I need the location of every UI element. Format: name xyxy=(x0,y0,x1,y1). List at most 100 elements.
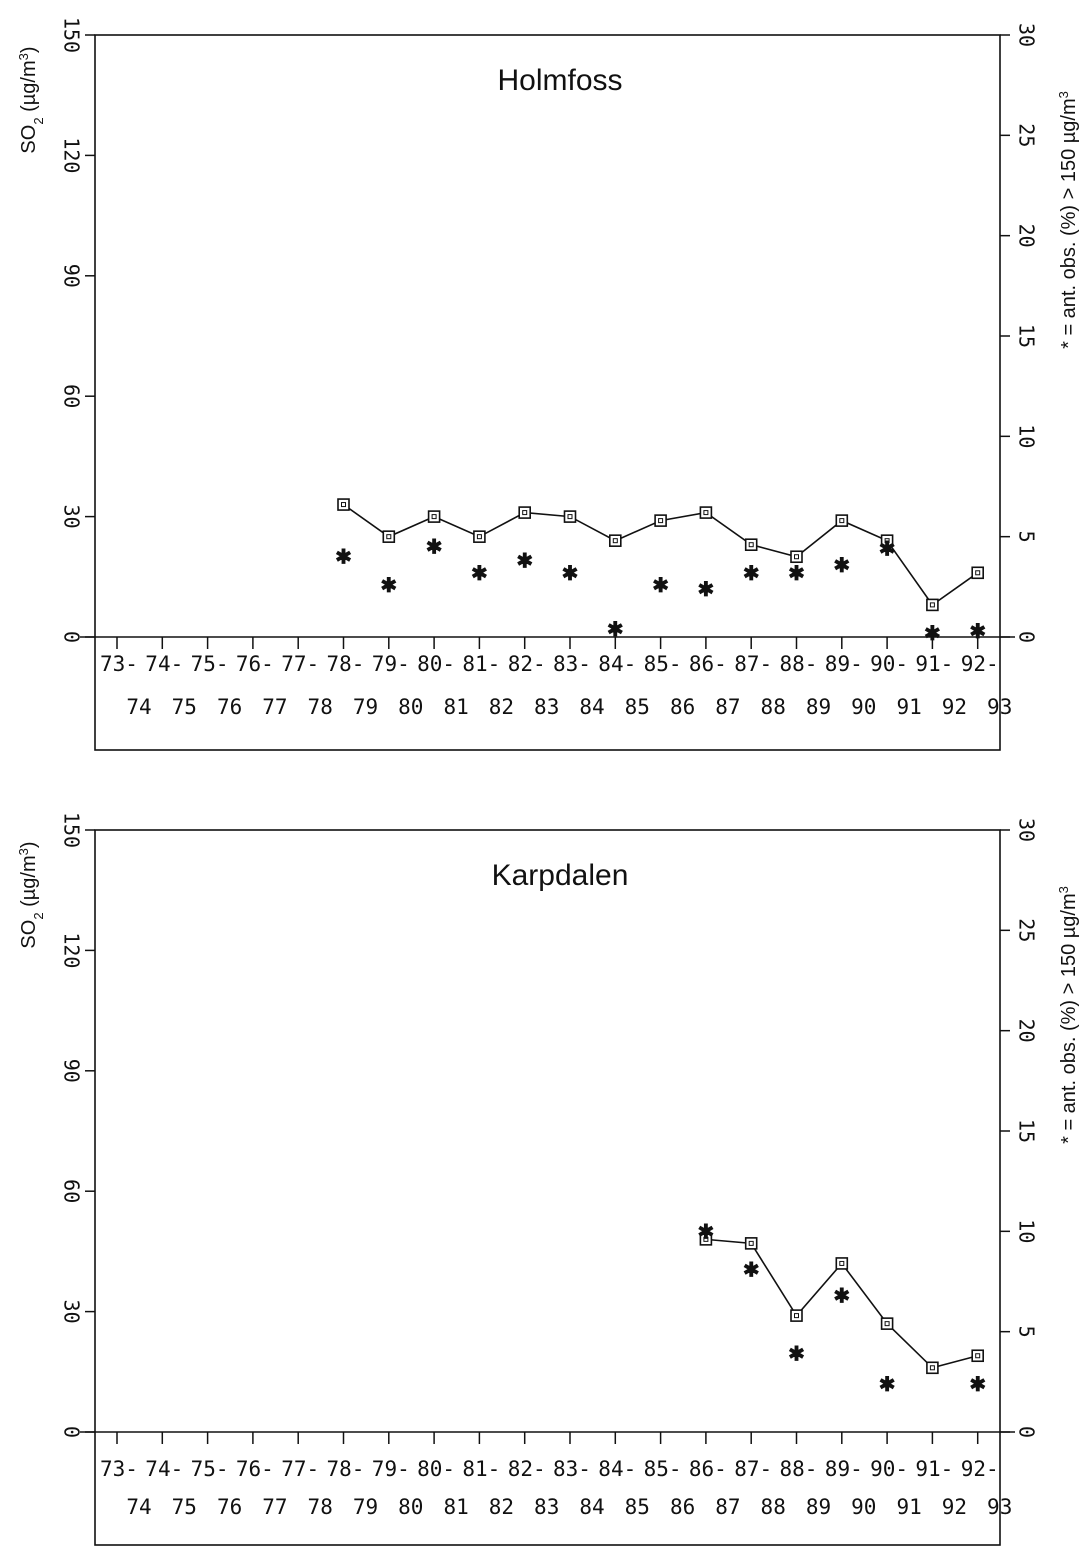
x-tick-label-top: 77- xyxy=(281,1457,319,1481)
so2-point-marker-inner xyxy=(612,538,618,544)
exceedance-star-marker: ✱ xyxy=(833,1286,850,1308)
y2-tick-label: 20 xyxy=(1015,224,1039,248)
y-tick-label: 30 xyxy=(60,505,84,529)
so2-point-marker-inner xyxy=(884,1321,890,1327)
x-tick-label-bottom: 78 xyxy=(308,1495,333,1519)
so2-point-marker-inner xyxy=(658,518,664,524)
x-tick-label-top: 86- xyxy=(689,652,727,676)
x-tick-label-bottom: 77 xyxy=(262,1495,287,1519)
so2-point-marker-inner xyxy=(567,514,573,520)
x-tick-label-bottom: 90 xyxy=(851,1495,876,1519)
so2-point-marker-inner xyxy=(522,510,528,516)
so2-point-marker xyxy=(563,510,577,523)
so2-point-marker xyxy=(699,506,713,519)
x-tick-label-bottom: 86 xyxy=(670,695,695,719)
x-tick-label-top: 76- xyxy=(236,652,274,676)
so2-point-marker xyxy=(744,538,758,551)
x-tick-label-bottom: 81 xyxy=(443,1495,468,1519)
x-tick-label-top: 78- xyxy=(327,1457,365,1481)
x-tick-label-top: 80- xyxy=(417,652,455,676)
y2-tick-label: 30 xyxy=(1015,818,1039,842)
x-tick-label-top: 83- xyxy=(553,1457,591,1481)
so2-point-marker xyxy=(926,1361,939,1375)
x-tick-label-top: 84- xyxy=(598,1457,636,1481)
so2-point-marker xyxy=(880,534,894,547)
y-tick-label: 120 xyxy=(60,932,84,968)
so2-point-marker-inner xyxy=(839,518,845,524)
x-tick-label-top: 88- xyxy=(780,652,818,676)
x-tick-label-top: 87- xyxy=(734,1457,772,1481)
x-tick-label-bottom: 76 xyxy=(217,695,242,719)
x-tick-label-bottom: 80 xyxy=(398,695,423,719)
x-tick-label-bottom: 74 xyxy=(126,1495,151,1519)
x-tick-label-bottom: 93 xyxy=(987,695,1012,719)
so2-point-marker-inner xyxy=(748,542,754,548)
x-tick-label-bottom: 83 xyxy=(534,1495,559,1519)
x-tick-label-bottom: 87 xyxy=(715,695,740,719)
y-tick-label: 150 xyxy=(60,812,84,848)
exceedance-star-marker: ✱ xyxy=(426,537,443,559)
x-tick-label-bottom: 79 xyxy=(353,1495,378,1519)
y2-tick-label: 15 xyxy=(1015,1119,1039,1143)
x-tick-label-top: 79- xyxy=(372,652,410,676)
exceedance-star-marker: ✱ xyxy=(652,575,669,597)
y2-tick-label: 0 xyxy=(1015,1426,1039,1438)
so2-point-marker xyxy=(790,550,803,564)
x-tick-label-bottom: 89 xyxy=(806,1495,831,1519)
x-tick-label-bottom: 75 xyxy=(172,695,197,719)
x-tick-label-bottom: 82 xyxy=(489,1495,514,1519)
exceedance-star-marker: ✱ xyxy=(516,551,533,573)
so2-point-marker xyxy=(880,1317,894,1330)
chart-title: Holmfoss xyxy=(497,64,622,97)
x-tick-label-top: 81- xyxy=(462,652,500,676)
exceedance-star-marker: ✱ xyxy=(879,1374,896,1396)
so2-point-marker xyxy=(835,1257,849,1270)
exceedance-star-marker: ✱ xyxy=(788,563,805,585)
x-tick-label-top: 78- xyxy=(327,652,365,676)
x-tick-label-top: 73- xyxy=(100,652,138,676)
so2-point-marker xyxy=(744,1237,758,1250)
x-tick-label-top: 82- xyxy=(508,1457,546,1481)
y-tick-label: 60 xyxy=(60,384,84,408)
so2-point-marker-inner xyxy=(975,570,981,576)
so2-point-marker-inner xyxy=(794,1313,799,1319)
x-tick-label-bottom: 88 xyxy=(761,1495,786,1519)
plot-frame xyxy=(94,829,1001,1546)
so2-point-marker-inner xyxy=(975,1353,981,1359)
so2-point-marker-inner xyxy=(703,1236,709,1242)
x-tick-label-top: 74- xyxy=(145,1457,183,1481)
y-tick-label: 120 xyxy=(60,137,84,173)
y2-tick-label: 0 xyxy=(1015,631,1039,643)
so2-point-marker xyxy=(518,506,532,519)
so2-point-marker-inner xyxy=(929,602,935,608)
exceedance-star-marker: ✱ xyxy=(698,1221,715,1243)
x-tick-label-top: 80- xyxy=(417,1457,455,1481)
x-tick-label-top: 79- xyxy=(372,1457,410,1481)
x-tick-label-bottom: 90 xyxy=(851,695,876,719)
x-tick-label-top: 81- xyxy=(462,1457,500,1481)
x-tick-label-bottom: 92 xyxy=(942,1495,967,1519)
exceedance-star-marker: ✱ xyxy=(924,623,941,645)
x-tick-label-bottom: 83 xyxy=(534,695,559,719)
x-tick-label-bottom: 78 xyxy=(308,695,333,719)
y-axis-title: SO2 (µg/m3) xyxy=(16,46,46,153)
x-tick-label-bottom: 75 xyxy=(172,1495,197,1519)
exceedance-star-marker: ✱ xyxy=(471,563,488,585)
x-tick-label-top: 88- xyxy=(780,1457,818,1481)
x-tick-label-top: 89- xyxy=(825,1457,863,1481)
exceedance-star-marker: ✱ xyxy=(969,1374,986,1396)
x-tick-label-top: 83- xyxy=(553,652,591,676)
so2-point-marker-inner xyxy=(839,1260,845,1266)
so2-point-marker-inner xyxy=(341,502,346,508)
so2-point-marker-inner xyxy=(386,534,392,540)
so2-point-marker xyxy=(971,1349,985,1363)
x-tick-label-top: 85- xyxy=(644,652,682,676)
x-tick-label-bottom: 93 xyxy=(987,1495,1012,1519)
x-tick-label-bottom: 89 xyxy=(806,695,831,719)
x-tick-label-bottom: 91 xyxy=(896,695,921,719)
x-tick-label-bottom: 85 xyxy=(625,1495,650,1519)
exceedance-star-marker: ✱ xyxy=(607,619,624,641)
y-tick-label: 0 xyxy=(60,631,84,643)
so2-point-marker xyxy=(654,514,667,527)
